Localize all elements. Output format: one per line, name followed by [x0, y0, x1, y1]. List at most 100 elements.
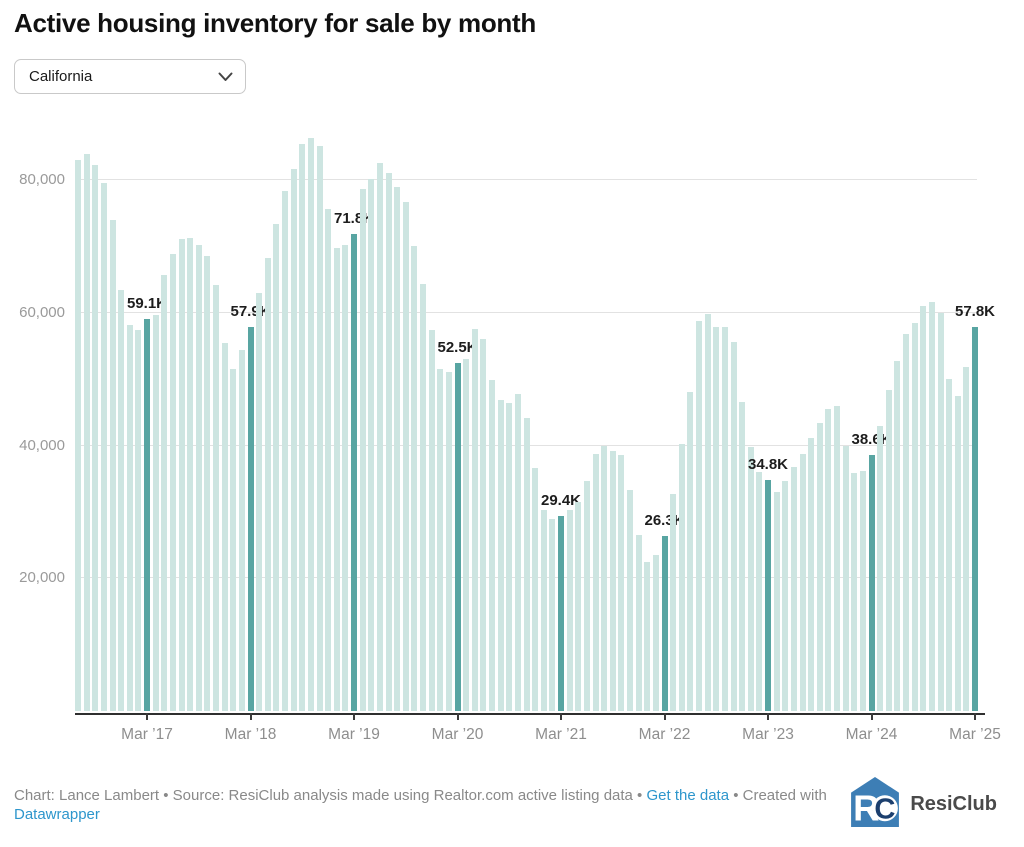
bar-month-71[interactable] [687, 392, 694, 711]
bar-month-32[interactable] [351, 234, 357, 711]
bar-month-7[interactable] [135, 330, 142, 711]
bar-month-26[interactable] [299, 143, 306, 711]
bar-month-24[interactable] [282, 190, 288, 711]
bar-month-19[interactable] [238, 349, 245, 711]
bar-month-2[interactable] [92, 164, 99, 711]
bar-month-78[interactable] [747, 446, 754, 711]
bar-month-89[interactable] [842, 446, 849, 711]
resiclub-logo[interactable]: R C ResiClub [849, 776, 997, 833]
bar-month-63[interactable] [618, 454, 625, 711]
bar-month-33[interactable] [359, 189, 366, 711]
bar-month-74[interactable] [713, 327, 720, 711]
bar-month-95[interactable] [894, 360, 901, 711]
bar-month-34[interactable] [368, 178, 375, 711]
bar-month-84[interactable] [799, 453, 806, 711]
footer-link[interactable]: Datawrapper [14, 805, 100, 823]
bar-month-8[interactable] [144, 318, 150, 711]
bar-month-36[interactable] [385, 172, 392, 711]
bar-month-52[interactable] [523, 418, 530, 711]
bar-month-3[interactable] [100, 183, 107, 711]
bar-month-83[interactable] [790, 466, 797, 711]
bar-month-99[interactable] [928, 301, 935, 711]
region-select[interactable]: California [14, 59, 246, 94]
bar-month-76[interactable] [730, 341, 737, 711]
bar-month-39[interactable] [411, 246, 418, 711]
footer-link[interactable]: Get the data [646, 787, 730, 804]
bar-month-73[interactable] [704, 314, 711, 711]
bar-month-15[interactable] [204, 255, 211, 711]
bar-month-85[interactable] [808, 437, 815, 711]
bar-month-87[interactable] [825, 409, 832, 711]
bar-month-21[interactable] [256, 292, 263, 711]
bar-month-38[interactable] [402, 201, 409, 711]
bar-month-88[interactable] [834, 406, 840, 711]
bar-month-23[interactable] [273, 223, 280, 711]
bar-month-56[interactable] [558, 515, 564, 711]
bar-month-45[interactable] [463, 358, 470, 711]
bar-month-102[interactable] [954, 395, 961, 711]
bar-month-90[interactable] [851, 472, 858, 711]
bar-month-64[interactable] [627, 490, 633, 711]
bar-month-0[interactable] [75, 160, 81, 711]
bar-month-29[interactable] [325, 209, 332, 711]
bar-month-20[interactable] [247, 326, 254, 711]
bar-month-91[interactable] [859, 471, 866, 711]
bar-month-31[interactable] [342, 245, 349, 711]
bar-month-69[interactable] [670, 493, 677, 711]
bar-month-18[interactable] [230, 368, 237, 711]
bar-month-48[interactable] [489, 379, 495, 711]
bar-month-14[interactable] [195, 245, 202, 711]
bar-month-12[interactable] [178, 239, 185, 711]
bar-month-57[interactable] [566, 509, 573, 711]
bar-month-41[interactable] [428, 330, 435, 711]
bar-month-68[interactable] [661, 536, 668, 711]
bar-month-67[interactable] [652, 555, 659, 711]
bar-month-44[interactable] [454, 362, 461, 711]
bar-month-59[interactable] [583, 481, 590, 711]
bar-month-54[interactable] [540, 509, 547, 711]
bar-month-35[interactable] [376, 163, 383, 711]
bar-month-6[interactable] [126, 324, 133, 711]
bar-month-66[interactable] [644, 561, 651, 711]
bar-month-97[interactable] [911, 323, 918, 711]
bar-month-81[interactable] [773, 491, 780, 711]
bar-month-100[interactable] [937, 312, 944, 711]
bar-month-94[interactable] [885, 390, 892, 711]
bar-month-75[interactable] [721, 326, 728, 711]
bar-month-72[interactable] [696, 321, 702, 711]
bar-month-51[interactable] [514, 394, 521, 711]
bar-month-25[interactable] [290, 169, 297, 711]
bar-month-22[interactable] [264, 258, 271, 711]
bar-month-61[interactable] [601, 445, 608, 711]
bar-month-53[interactable] [532, 468, 539, 711]
bar-month-9[interactable] [152, 315, 159, 711]
bar-month-27[interactable] [307, 137, 314, 711]
bar-month-55[interactable] [549, 518, 556, 711]
bar-month-101[interactable] [946, 378, 953, 711]
bar-month-49[interactable] [497, 399, 504, 711]
bar-month-60[interactable] [592, 453, 599, 711]
bar-month-96[interactable] [903, 334, 909, 711]
bar-month-70[interactable] [678, 443, 685, 711]
bar-month-93[interactable] [877, 426, 884, 711]
bar-month-62[interactable] [609, 450, 616, 711]
bar-month-4[interactable] [109, 219, 116, 711]
bar-month-10[interactable] [161, 274, 168, 711]
bar-month-42[interactable] [437, 369, 444, 711]
bar-month-43[interactable] [445, 371, 452, 711]
bar-month-79[interactable] [756, 472, 763, 711]
bar-month-50[interactable] [506, 403, 513, 711]
bar-month-5[interactable] [118, 290, 125, 711]
bar-month-37[interactable] [394, 186, 401, 711]
bar-month-1[interactable] [83, 153, 90, 711]
bar-month-98[interactable] [920, 306, 927, 711]
bar-month-11[interactable] [169, 254, 176, 711]
bar-month-86[interactable] [816, 422, 823, 711]
bar-month-103[interactable] [963, 367, 970, 711]
bar-month-13[interactable] [187, 238, 194, 711]
bar-month-80[interactable] [765, 480, 771, 711]
bar-month-28[interactable] [316, 146, 323, 711]
bar-month-47[interactable] [480, 339, 487, 711]
bar-month-16[interactable] [213, 284, 219, 711]
bar-month-46[interactable] [471, 328, 478, 711]
